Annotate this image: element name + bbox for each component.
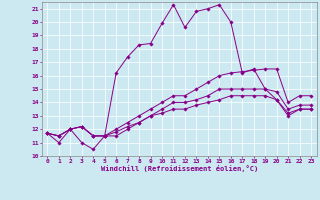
X-axis label: Windchill (Refroidissement éolien,°C): Windchill (Refroidissement éolien,°C)	[100, 165, 258, 172]
